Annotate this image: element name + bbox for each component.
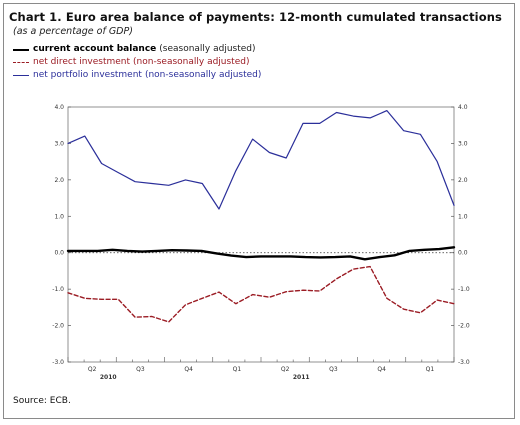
legend-item-current-account: current account balance (seasonally adju… (13, 43, 261, 56)
y-tick-label: 0.0 (54, 250, 64, 257)
x-quarter-label: Q3 (136, 366, 145, 373)
y-tick-label: 3.0 (54, 140, 64, 147)
y-tick-label: 2.0 (54, 177, 64, 184)
y-tick-label-right: -1.0 (458, 286, 470, 293)
y-tick-label: 1.0 (54, 213, 64, 220)
chart-title: Chart 1. Euro area balance of payments: … (9, 10, 502, 24)
source-note: Source: ECB. (13, 396, 71, 406)
chart-subtitle: (as a percentage of GDP) (13, 26, 133, 37)
legend-swatch-direct-investment (13, 62, 29, 63)
y-tick-label-right: 4.0 (458, 104, 468, 111)
series-line-current (66, 246, 456, 261)
legend-item-portfolio-investment: net portfolio investment (non-seasonally… (13, 69, 261, 82)
legend-swatch-portfolio-investment (13, 75, 29, 76)
legend-label-direct-investment: net direct investment (33, 57, 131, 67)
x-quarter-label: Q2 (88, 366, 97, 373)
y-tick-label-right: 1.0 (458, 213, 468, 220)
legend-note-direct-investment: (non-seasonally adjusted) (133, 57, 250, 67)
legend-note-current-account: (seasonally adjusted) (159, 44, 256, 54)
x-quarter-label: Q4 (184, 366, 193, 373)
legend-label-portfolio-investment: net portfolio investment (33, 70, 142, 80)
y-tick-label-right: 0.0 (458, 250, 468, 257)
legend-item-direct-investment: net direct investment (non-seasonally ad… (13, 56, 261, 69)
y-tick-label-right: 2.0 (458, 177, 468, 184)
chart-frame (3, 3, 515, 419)
x-quarter-label: Q1 (426, 366, 435, 373)
y-tick-label-right: -3.0 (458, 359, 470, 366)
legend-label-current-account: current account balance (33, 44, 157, 54)
y-tick-label-right: -2.0 (458, 323, 470, 330)
series-line-portfolio (67, 109, 455, 210)
chart-series (66, 109, 456, 323)
x-quarter-label: Q1 (233, 366, 242, 373)
y-tick-label: 4.0 (54, 104, 64, 111)
legend-swatch-current-account (13, 48, 29, 51)
legend-note-portfolio-investment: (non-seasonally adjusted) (144, 70, 262, 80)
y-tick-label-right: 3.0 (458, 140, 468, 147)
x-year-label: 2011 (293, 374, 310, 381)
y-tick-label: -1.0 (52, 286, 64, 293)
y-tick-label: -3.0 (52, 359, 64, 366)
y-tick-label: -2.0 (52, 323, 64, 330)
legend: current account balance (seasonally adju… (13, 43, 261, 82)
x-quarter-label: Q4 (377, 366, 386, 373)
chart-axes: 4.0 4.0 3.0 3.0 2.0 2.0 1.0 1.0 0.0 0.0 -1.0 -1.0 -2… (52, 104, 470, 381)
series-line-fdi (67, 265, 455, 323)
x-quarter-label: Q3 (329, 366, 338, 373)
x-quarter-label: Q2 (281, 366, 290, 373)
x-year-label: 2010 (100, 374, 117, 381)
